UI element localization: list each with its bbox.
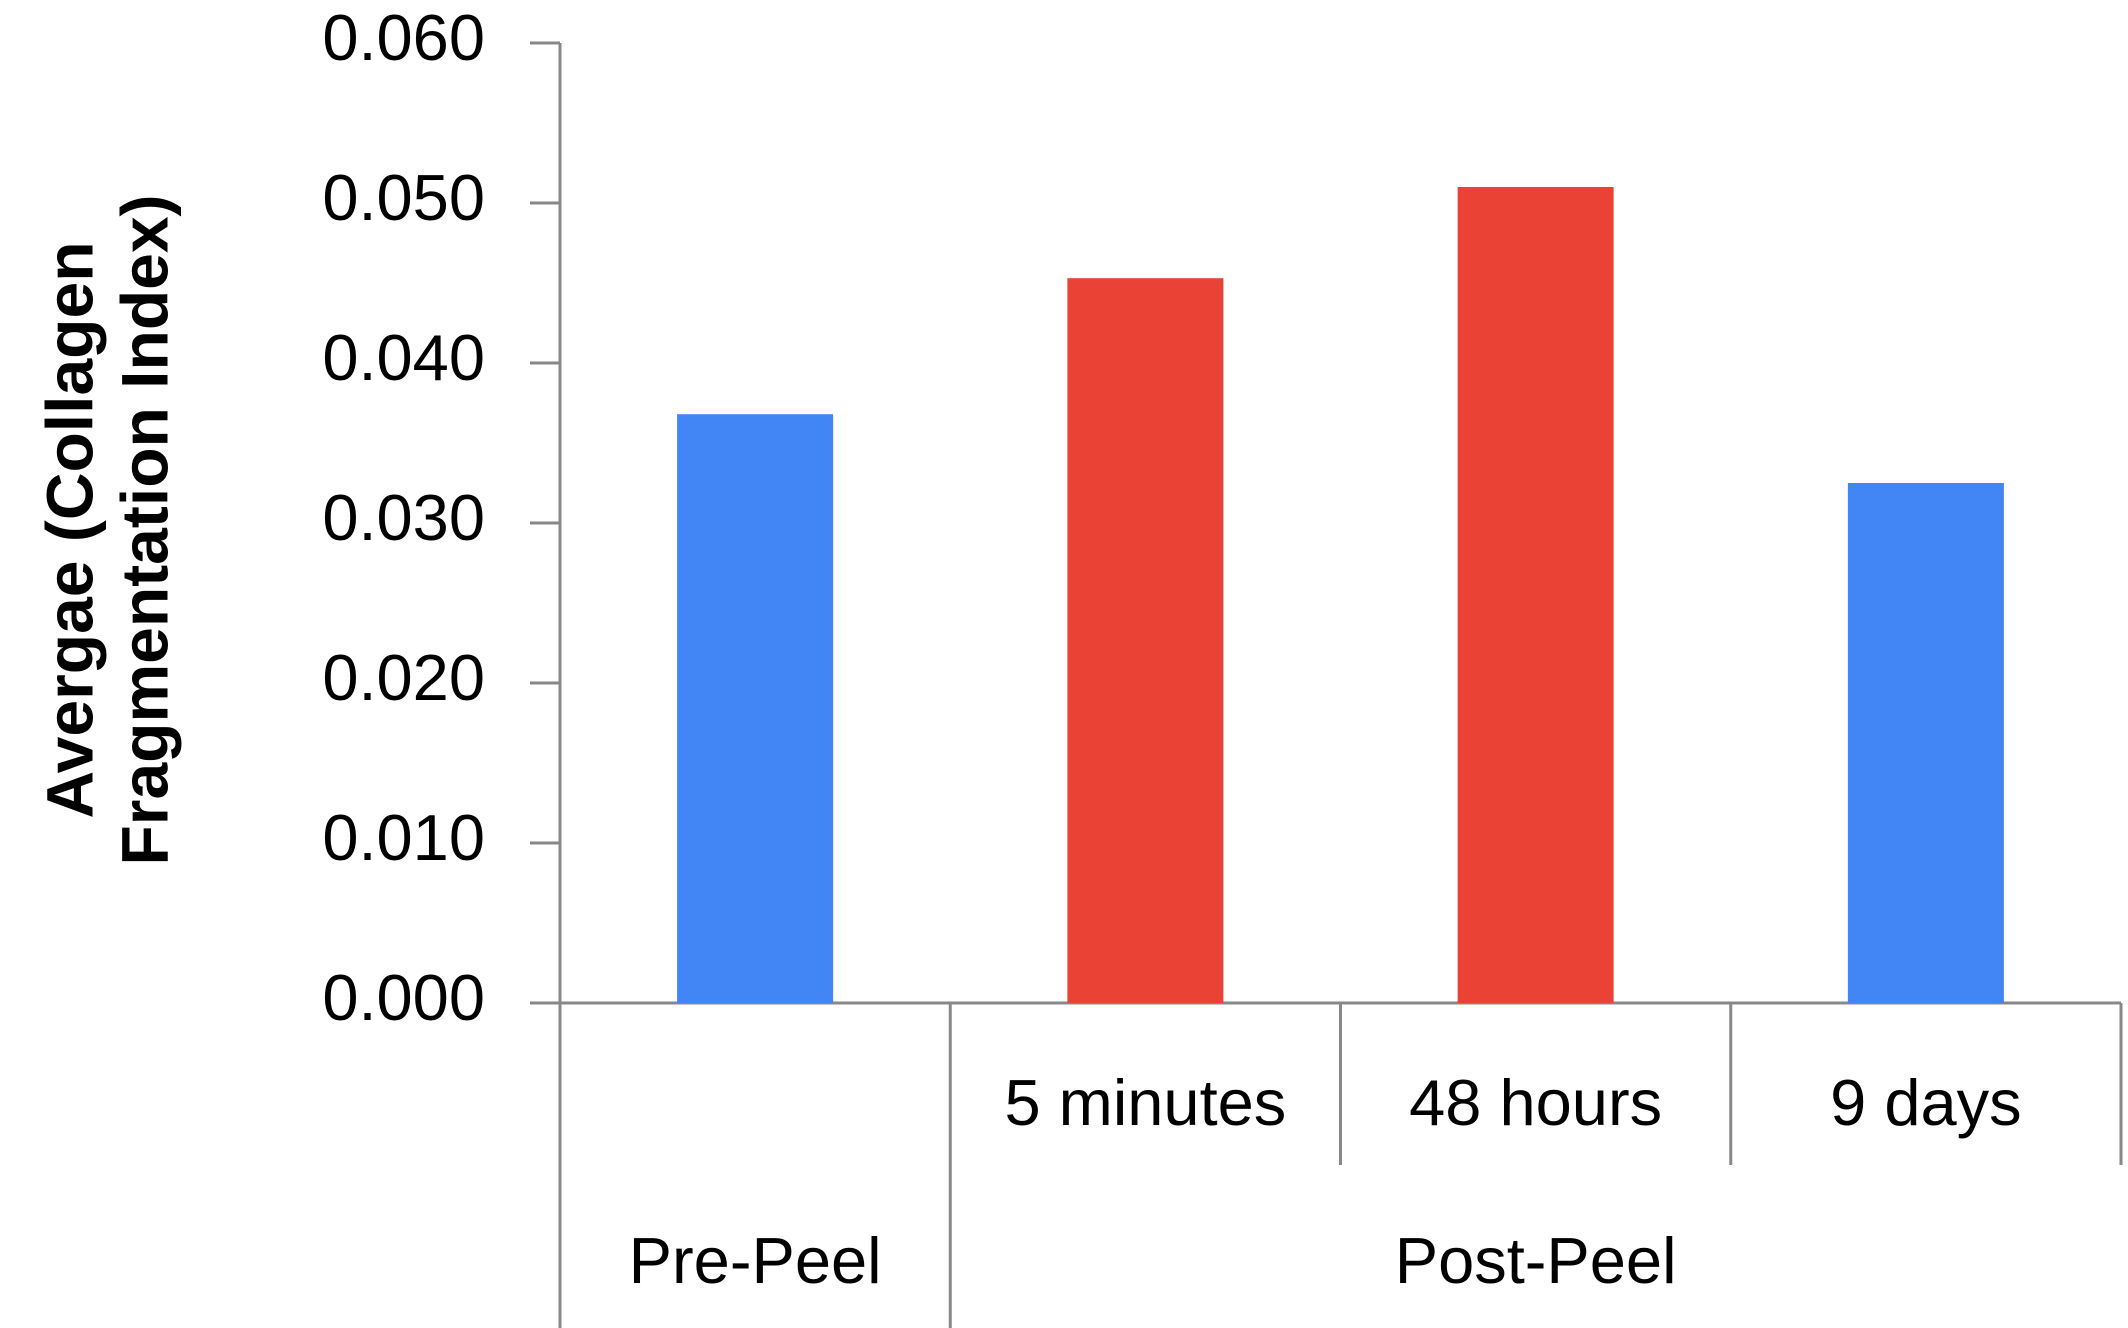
x-tick-label: 5 minutes: [1004, 1066, 1286, 1139]
y-title-line: Fragmentation Index): [107, 194, 181, 865]
x-tick-label: 48 hours: [1409, 1066, 1662, 1139]
y-tick-label: 0.020: [322, 641, 485, 714]
bar: [1067, 278, 1224, 1003]
y-tick-label: 0.050: [322, 161, 485, 234]
bar: [677, 414, 834, 1003]
group-label: Pre-Peel: [629, 1224, 882, 1297]
y-title-line: Avergae (Collagen: [32, 241, 106, 818]
bar: [1847, 483, 2004, 1003]
y-tick-label: 0.040: [322, 321, 485, 394]
group-label: Post-Peel: [1395, 1224, 1677, 1297]
y-tick-label: 0.010: [322, 801, 485, 874]
y-tick-label: 0.030: [322, 481, 485, 554]
bar: [1457, 187, 1614, 1003]
y-tick-label: 0.000: [322, 961, 485, 1034]
y-tick-label: 0.060: [322, 1, 485, 74]
x-tick-label: 9 days: [1830, 1066, 2022, 1139]
y-axis-title: Avergae (Collagen Fragmentation Index): [32, 194, 181, 865]
